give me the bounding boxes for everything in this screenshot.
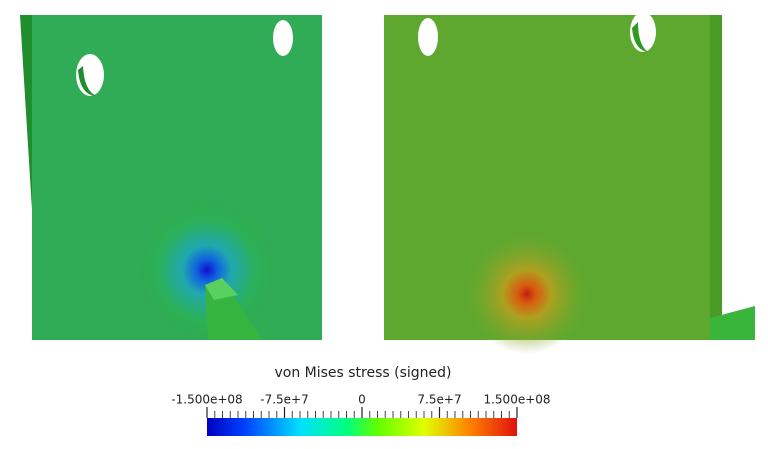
minor-ticks	[206, 411, 518, 418]
tick-label: 1.500e+08	[483, 393, 550, 407]
tick-label: -7.5e+7	[260, 393, 309, 407]
left-view	[20, 15, 322, 340]
colorbar: von Mises stress (signed) -1.500e+08 -7.5…	[171, 365, 551, 436]
right-view	[384, 12, 755, 354]
color-scale	[207, 418, 517, 436]
tick-label: 0	[358, 393, 366, 407]
tick-label: -1.500e+08	[171, 393, 242, 407]
colorbar-title: von Mises stress (signed)	[274, 365, 451, 381]
tick-label: 7.5e+7	[417, 393, 461, 407]
